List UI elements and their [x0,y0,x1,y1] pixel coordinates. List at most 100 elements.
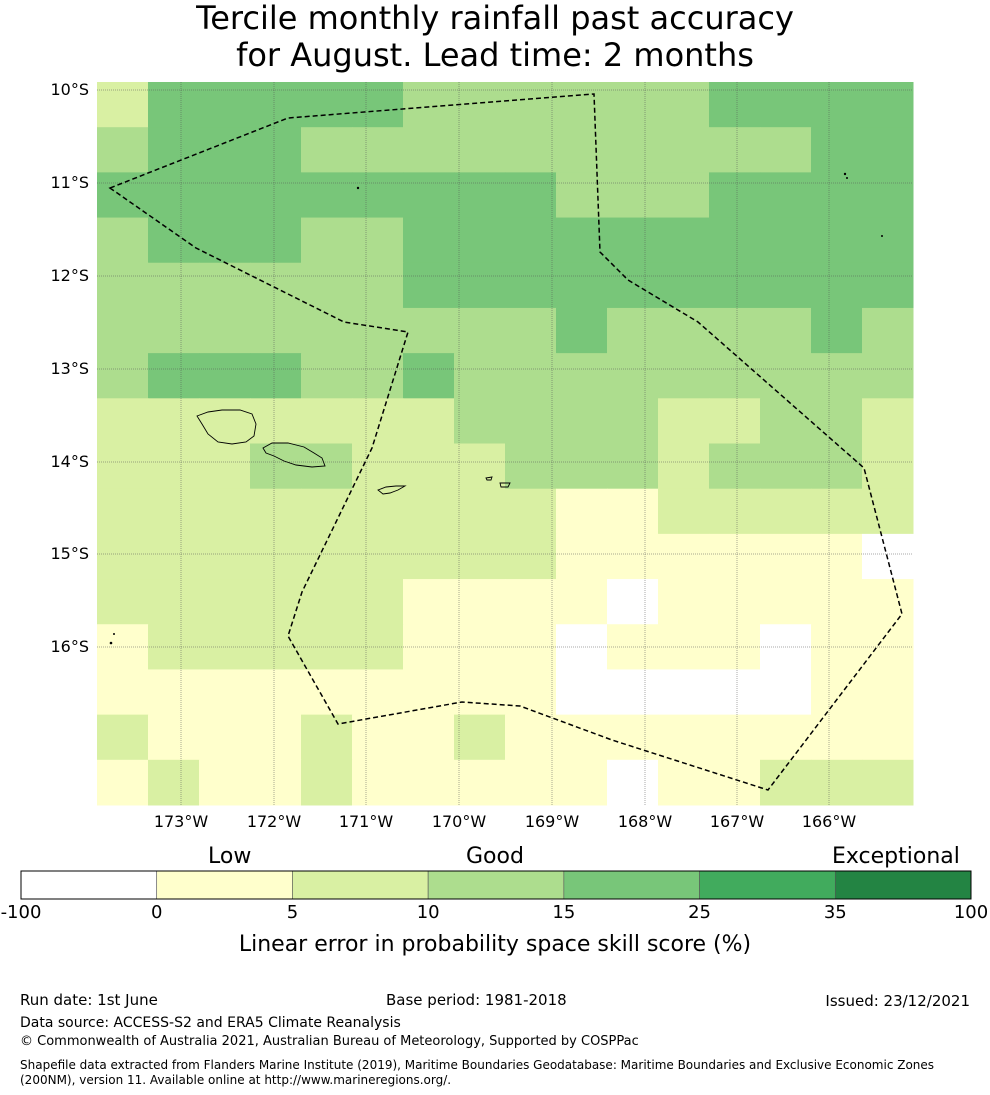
grid-cell [658,217,710,264]
latitude-label: 15°S [50,544,89,563]
grid-cell [250,398,302,444]
island-ofu [485,476,493,481]
grid-cell [454,307,506,354]
legend-category-low: Low [208,844,252,869]
colorbar-tick: 15 [552,902,576,923]
grid-cell [250,307,302,354]
grid-cell [199,353,251,399]
grid-cell [607,262,659,309]
grid-cell [709,714,761,761]
skill-grid [97,82,914,806]
grid-cell [811,488,863,535]
grid-cell [709,533,761,580]
grid-cell [97,398,149,444]
grid-cell [556,488,608,535]
grid-cell [505,669,557,716]
longitude-label: 167°W [709,812,765,831]
grid-cell [760,533,812,580]
grid-cell [250,669,302,716]
grid-cell [658,488,710,535]
colorbar-segment [156,870,293,900]
grid-cell [148,714,200,761]
grid-cell [199,488,251,535]
grid-cell [301,579,353,625]
grid-cell [505,579,557,625]
latitude-label: 16°S [50,637,89,656]
grid-cell [556,127,608,173]
island-atafu-1 [843,172,847,176]
grid-cell [199,217,251,264]
grid-cell [505,488,557,535]
grid-cell [454,172,506,219]
colorbar [20,870,972,900]
map-title-line1: Tercile monthly rainfall past accuracy [196,0,794,37]
grid-cell [352,669,404,716]
colorbar-tick: 0 [150,902,163,923]
grid-cell [250,127,302,173]
grid-cell [556,533,608,580]
grid-cell [352,398,404,444]
grid-cell [811,127,863,173]
grid-cell [556,353,608,399]
grid-cell [556,759,608,806]
grid-cell [607,579,659,625]
grid-cell [709,398,761,444]
grid-cell [199,398,251,444]
grid-cell [709,262,761,309]
shapefile-credit-line2: (200NM), version 11. Available online at… [20,1073,452,1087]
grid-cell [352,443,404,490]
colorbar-tick: 5 [286,902,299,923]
grid-cell [148,262,200,309]
grid-cell [709,488,761,535]
grid-cell [811,759,863,806]
grid-cell [760,307,812,354]
grid-cell [454,353,506,399]
grid-cell [352,759,404,806]
grid-cell [709,669,761,716]
eez-boundary [108,93,903,791]
grid-cell [250,262,302,309]
grid-cell [352,217,404,264]
grid-cell [301,669,353,716]
colorbar-tick: 25 [688,902,712,923]
grid-cell [556,307,608,354]
grid-cell [658,307,710,354]
skill-map [97,82,914,806]
grid-cell [607,353,659,399]
grid-cell [301,172,353,219]
grid-cell [505,127,557,173]
grid-cell [250,172,302,219]
colorbar-frame [20,870,972,900]
grid-cell [403,217,455,264]
grid-cell [97,217,149,264]
grid-cell [505,443,557,490]
latitude-label: 12°S [50,266,89,285]
grid-cell [658,172,710,219]
grid-cell [301,759,353,806]
grid-cell [301,398,353,444]
grid-cell [709,759,761,806]
grid-cell [97,262,149,309]
graticule [97,82,913,805]
grid-cell [403,172,455,219]
grid-cell [862,669,914,716]
grid-cell [505,398,557,444]
grid-cell [658,579,710,625]
grid-cell [148,307,200,354]
grid-cell [505,172,557,219]
grid-cell [556,443,608,490]
grid-cell [352,533,404,580]
island-wallis-2 [109,641,113,645]
colorbar-tick: 35 [823,902,847,923]
grid-cell [352,579,404,625]
grid-cell [709,172,761,219]
grid-cell [97,669,149,716]
grid-cell [97,759,149,806]
grid-cell [658,759,710,806]
grid-cell [811,82,863,128]
grid-cell [862,307,914,354]
grid-cell [658,82,710,128]
grid-cell [199,82,251,128]
grid-cell [250,759,302,806]
grid-cell [862,579,914,625]
